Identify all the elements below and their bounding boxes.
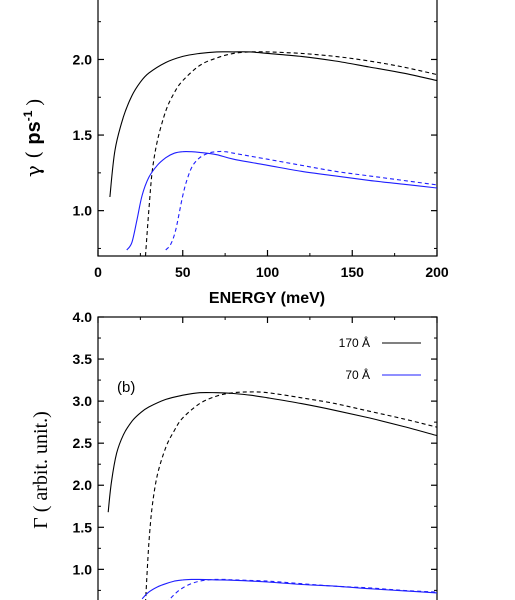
series-line-b-blue-solid [141,578,438,600]
series-line-a-black-dashed [144,51,438,257]
y-tick-label-a: 2.0 [73,51,93,67]
panel-a: 1.0 1.5 2.0 0 50 100 150 200 γ ( ps-1 ) ENERGY … [21,0,449,307]
x-tick-label-a: 100 [256,264,280,280]
series-line-b-blue-dashed [168,578,438,600]
x-axis-title-a: ENERGY (meV) [209,290,325,307]
plot-frame-a [97,0,438,257]
series-line-a-black-solid [109,51,438,198]
y-tick-label-b: 3.0 [73,393,93,409]
series-line-b-black-solid [107,391,438,513]
panel-b: 1.01.52.02.53.03.54.0 Γ ( arbit. unit.) … [30,309,438,600]
y-tick-label-b: 2.0 [73,477,93,493]
y-axis-title-b: Γ ( arbit. unit.) [30,411,52,529]
x-tick-label-a: 200 [425,264,449,280]
legend: 170 Å 70 Å [339,335,421,382]
ticks-a: 1.0 1.5 2.0 0 50 100 150 200 [73,21,449,280]
y-tick-label-b: 3.5 [73,351,93,367]
series-line-a-blue-solid [126,150,438,251]
y-tick-label-b: 1.0 [73,561,93,577]
y-tick-label-a: 1.0 [73,203,93,219]
series-a [109,51,438,257]
y-tick-label-b: 1.5 [73,519,93,535]
x-tick-label-a: 0 [94,264,102,280]
plot-frame-b [97,316,438,600]
x-tick-label-a: 50 [175,264,191,280]
series-line-b-black-dashed [145,391,438,600]
ticks-b: 1.0 1.5 2.0 2.5 3.0 3.5 4.0 [73,309,438,591]
series-b [107,391,438,600]
legend-label: 70 Å [345,367,370,382]
y-tick-label-a: 1.5 [73,127,93,143]
series-line-a-blue-dashed [165,150,438,251]
y-tick-label-b: 4.0 [73,309,93,325]
x-tick-label-a: 150 [341,264,365,280]
legend-label: 170 Å [339,335,370,350]
panel-label-b: (b) [117,379,135,396]
y-axis-title-a: γ ( ps-1 ) [21,99,45,177]
y-tick-label-b: 2.5 [73,435,93,451]
